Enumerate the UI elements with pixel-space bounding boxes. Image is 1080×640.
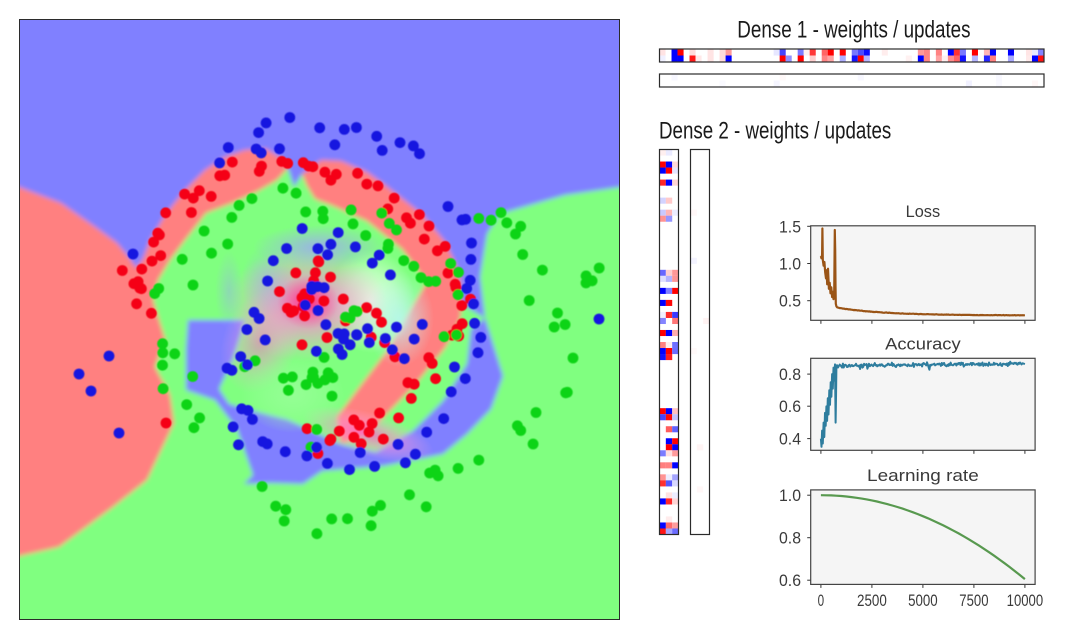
- svg-text:0.4: 0.4: [779, 431, 801, 449]
- svg-text:0.6: 0.6: [779, 572, 801, 590]
- svg-text:0.8: 0.8: [779, 366, 801, 384]
- svg-text:0.8: 0.8: [779, 530, 801, 548]
- svg-text:2500: 2500: [857, 592, 887, 610]
- svg-text:Dense 1 - weights / updates: Dense 1 - weights / updates: [737, 15, 970, 43]
- svg-text:Accuracy: Accuracy: [885, 335, 961, 354]
- svg-text:7500: 7500: [959, 592, 988, 610]
- svg-text:1.0: 1.0: [779, 256, 801, 274]
- svg-text:10000: 10000: [1007, 592, 1044, 610]
- svg-text:Loss: Loss: [906, 202, 941, 221]
- svg-text:0.6: 0.6: [779, 398, 801, 416]
- svg-text:5000: 5000: [908, 592, 938, 610]
- svg-text:0: 0: [818, 592, 825, 610]
- svg-text:Dense 2 - weights / updates: Dense 2 - weights / updates: [659, 116, 891, 144]
- svg-text:1.0: 1.0: [779, 487, 801, 505]
- svg-text:Learning rate: Learning rate: [867, 466, 979, 485]
- svg-text:0.5: 0.5: [779, 293, 801, 311]
- svg-text:1.5: 1.5: [779, 218, 801, 236]
